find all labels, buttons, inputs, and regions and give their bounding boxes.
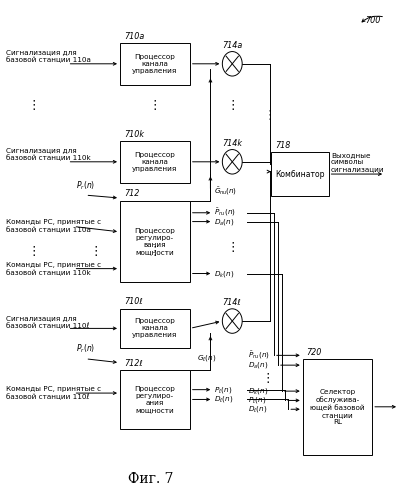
Text: ⋮: ⋮	[89, 245, 102, 258]
Text: Процессор
канала
управления: Процессор канала управления	[132, 318, 177, 338]
Text: $D_a(n)$: $D_a(n)$	[214, 216, 235, 226]
Text: Выходные
символы
сигнализации: Выходные символы сигнализации	[331, 152, 385, 172]
Text: Сигнализация для
базовой станции 110а: Сигнализация для базовой станции 110а	[6, 50, 91, 64]
FancyBboxPatch shape	[120, 370, 190, 429]
Text: $D_a(n)$: $D_a(n)$	[248, 360, 269, 370]
Text: Сигнализация для
базовой станции 110ℓ: Сигнализация для базовой станции 110ℓ	[6, 315, 90, 329]
Text: Фиг. 7: Фиг. 7	[128, 472, 174, 486]
Text: 720: 720	[307, 348, 322, 356]
FancyBboxPatch shape	[303, 359, 372, 454]
Text: $\bar{P}_{n\!u}(n)$: $\bar{P}_{n\!u}(n)$	[248, 350, 270, 361]
Text: 718: 718	[275, 140, 290, 149]
Text: ⋮: ⋮	[149, 245, 161, 258]
Text: 710a: 710a	[124, 32, 144, 40]
Text: ⋮: ⋮	[28, 245, 40, 258]
FancyBboxPatch shape	[120, 141, 190, 182]
Text: Сигнализация для
базовой станции 110k: Сигнализация для базовой станции 110k	[6, 148, 91, 162]
Text: $\bar{P}_{n\!u}(n)$: $\bar{P}_{n\!u}(n)$	[214, 207, 236, 218]
Text: Процессор
регулиро-
вания
мощности: Процессор регулиро- вания мощности	[134, 228, 175, 254]
Text: $D_k(n)$: $D_k(n)$	[248, 386, 269, 396]
Text: Селектор
обслужива-
ющей базовой
станции
RL: Селектор обслужива- ющей базовой станции…	[310, 389, 365, 425]
Text: 700: 700	[365, 16, 381, 25]
Text: Процессор
канала
управления: Процессор канала управления	[132, 152, 177, 172]
Text: 712: 712	[124, 190, 139, 198]
Text: Комбинатор: Комбинатор	[275, 170, 324, 178]
Text: $G_\ell(n)$: $G_\ell(n)$	[196, 352, 216, 362]
Text: Процессор
регулиро-
ания
мощности: Процессор регулиро- ания мощности	[134, 386, 175, 413]
Text: ⋮: ⋮	[226, 240, 239, 254]
Text: $D_\ell(n)$: $D_\ell(n)$	[214, 394, 234, 404]
Text: 714a: 714a	[222, 41, 243, 50]
Text: ⋮: ⋮	[149, 99, 161, 112]
Text: 712ℓ: 712ℓ	[124, 358, 143, 368]
Text: $P_r(n)$: $P_r(n)$	[76, 180, 95, 192]
Text: $P_\ell(n)$: $P_\ell(n)$	[248, 396, 266, 406]
Text: Процессор
канала
управления: Процессор канала управления	[132, 54, 177, 74]
Text: ⋮: ⋮	[262, 372, 274, 385]
Text: 714ℓ: 714ℓ	[222, 298, 241, 308]
FancyBboxPatch shape	[120, 43, 190, 84]
Text: $D_k(n)$: $D_k(n)$	[214, 268, 235, 278]
Text: 710k: 710k	[124, 130, 144, 138]
Text: Команды РС, принятые с
базовой станции 110а: Команды РС, принятые с базовой станции 1…	[6, 220, 101, 234]
Text: $P_\ell(n)$: $P_\ell(n)$	[214, 384, 233, 394]
FancyBboxPatch shape	[120, 309, 190, 348]
FancyBboxPatch shape	[120, 201, 190, 281]
Text: $\bar{G}_{n\!u}(n)$: $\bar{G}_{n\!u}(n)$	[214, 186, 237, 197]
Text: $P_r(n)$: $P_r(n)$	[76, 343, 95, 355]
Text: Команды РС, принятые с
базовой станции 110k: Команды РС, принятые с базовой станции 1…	[6, 262, 101, 276]
Text: ⋮: ⋮	[264, 109, 276, 122]
Text: 714k: 714k	[222, 139, 242, 148]
Text: Команды РС, принятые с
базовой станции 110ℓ: Команды РС, принятые с базовой станции 1…	[6, 386, 101, 400]
Text: ⋮: ⋮	[226, 99, 239, 112]
Circle shape	[222, 309, 242, 334]
Text: 710ℓ: 710ℓ	[124, 298, 143, 306]
Text: ⋮: ⋮	[28, 99, 40, 112]
Circle shape	[222, 150, 242, 174]
Text: $D_\ell(n)$: $D_\ell(n)$	[248, 404, 268, 414]
Circle shape	[222, 52, 242, 76]
FancyBboxPatch shape	[271, 152, 328, 196]
